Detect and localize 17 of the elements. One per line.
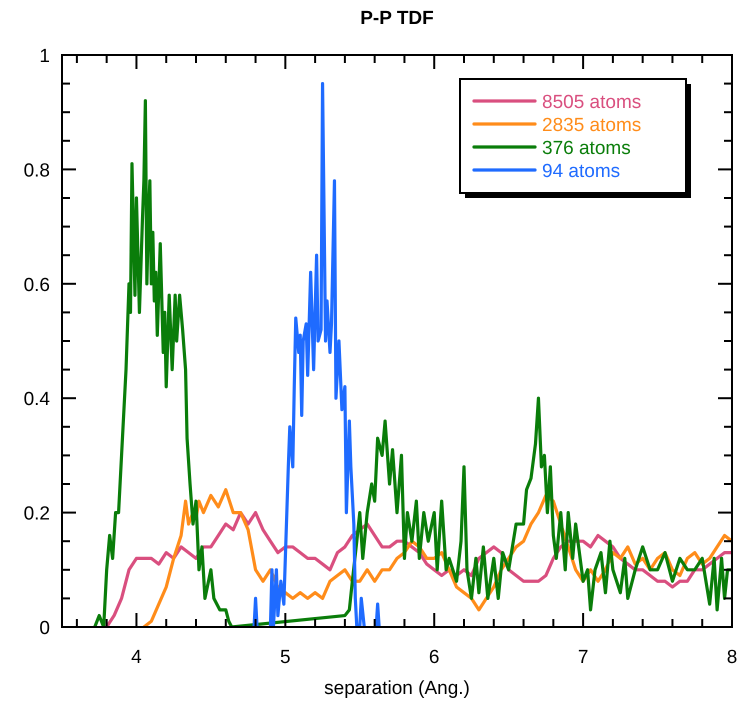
x-tick-label: 4: [131, 647, 142, 668]
chart-title: P-P TDF: [360, 8, 434, 29]
x-tick-label: 6: [428, 647, 440, 668]
x-axis-title: separation (Ang.): [324, 678, 470, 699]
y-tick-label: 0.6: [24, 274, 50, 296]
legend-label: 376 atoms: [542, 138, 631, 159]
x-tick-label: 8: [726, 647, 738, 668]
y-tick-label: 0: [39, 618, 50, 639]
y-tick-label: 0.4: [24, 389, 50, 410]
legend-label: 94 atoms: [542, 161, 620, 182]
x-tick-label: 7: [578, 647, 588, 668]
y-tick-label: 0.2: [24, 504, 50, 525]
legend-label: 2835 atoms: [542, 115, 642, 136]
legend-label: 8505 atoms: [542, 92, 642, 113]
y-tick-label: 1: [39, 46, 50, 67]
y-tick-label: 0.8: [24, 160, 50, 182]
x-tick-label: 5: [280, 647, 291, 668]
